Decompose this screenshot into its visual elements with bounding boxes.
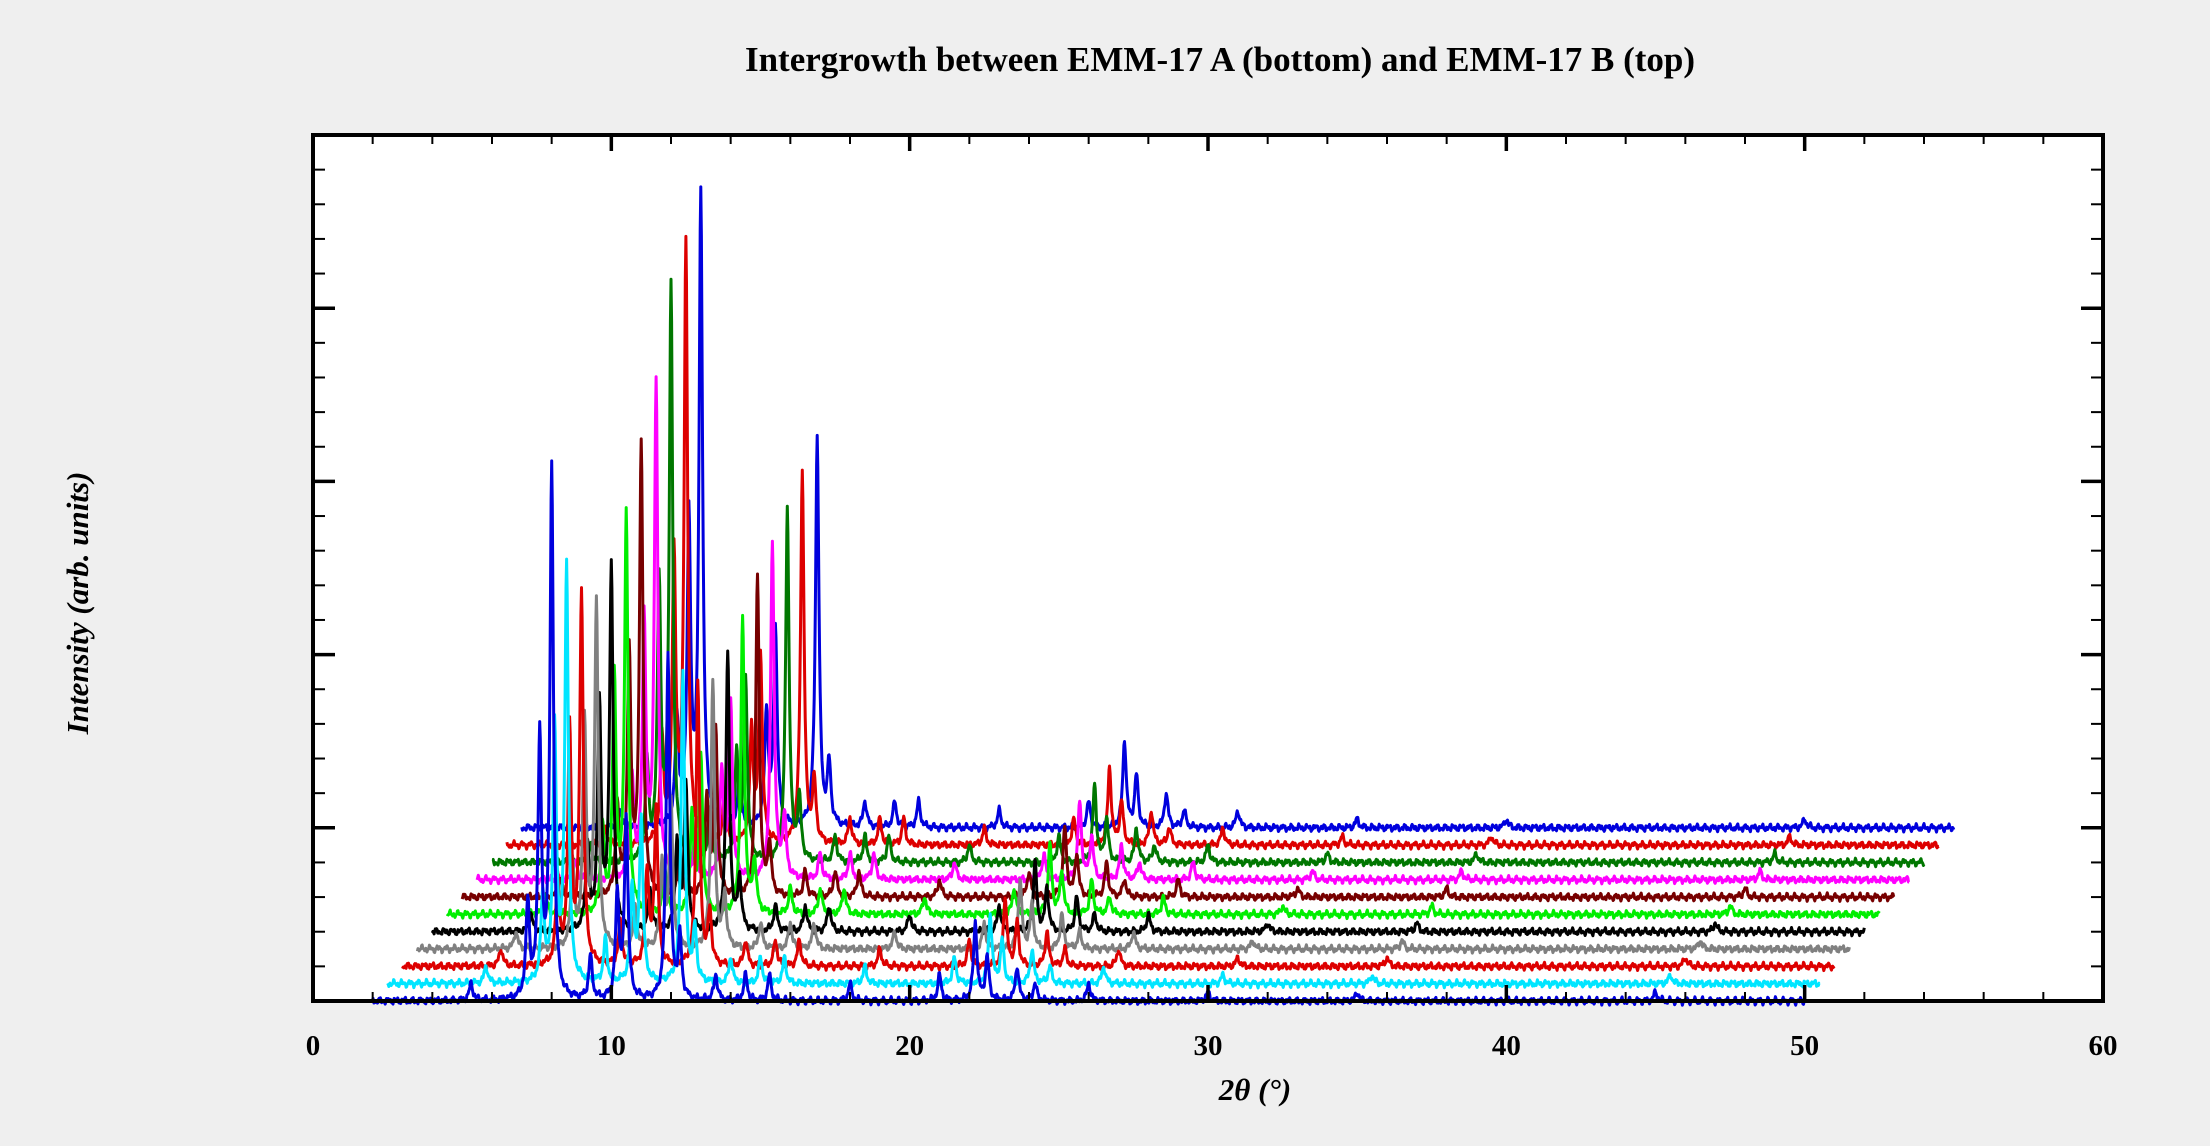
x-tick-label: 50 bbox=[1790, 1030, 1819, 1062]
x-tick-label: 10 bbox=[597, 1030, 626, 1062]
x-tick-label: 30 bbox=[1194, 1030, 1223, 1062]
x-axis-label: 2θ (°) bbox=[1218, 1072, 1291, 1107]
x-tick-label: 20 bbox=[895, 1030, 924, 1062]
plot-frame bbox=[311, 133, 2105, 1003]
x-tick-label: 60 bbox=[2089, 1030, 2118, 1062]
trace-2 bbox=[386, 557, 1821, 990]
chart-title: Intergrowth between EMM-17 A (bottom) an… bbox=[745, 40, 1695, 79]
trace-3 bbox=[401, 586, 1836, 973]
x-tick-label: 40 bbox=[1492, 1030, 1521, 1062]
x-tick-label: 0 bbox=[306, 1030, 321, 1062]
trace-4 bbox=[415, 594, 1851, 955]
x-tick-labels: 0 10 20 30 40 50 60 bbox=[306, 1030, 2118, 1062]
y-axis-label: Intensity (arb. units) bbox=[60, 472, 95, 736]
